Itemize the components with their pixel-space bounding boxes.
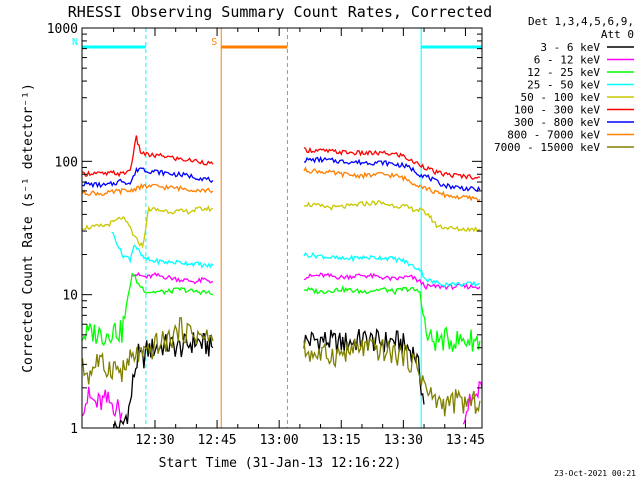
legend-header: Att 0 — [601, 28, 634, 41]
y-tick-label: 1000 — [47, 22, 78, 37]
legend-label: 3 - 6 keV — [540, 41, 600, 54]
legend-header: Det 1,3,4,5,6,9, — [528, 15, 634, 28]
y-tick-label: 100 — [55, 155, 78, 170]
x-tick-label: 13:30 — [384, 433, 423, 448]
legend-label: 100 - 300 keV — [514, 104, 600, 117]
series-line — [303, 166, 481, 203]
chart-title: RHESSI Observing Summary Count Rates, Co… — [68, 3, 492, 21]
x-tick-label: 13:00 — [260, 433, 299, 448]
y-tick-label: 1 — [70, 422, 78, 437]
legend-label: 25 - 50 keV — [527, 79, 600, 92]
legend-label: 6 - 12 keV — [534, 54, 601, 67]
series-line — [304, 155, 481, 193]
series-line — [462, 381, 483, 425]
legend-label: 300 - 800 keV — [514, 116, 600, 129]
series-line — [82, 166, 214, 189]
x-axis-label: Start Time (31-Jan-13 12:16:22) — [159, 456, 402, 471]
legend-label: 12 - 25 keV — [527, 66, 600, 79]
series-line — [81, 182, 214, 197]
x-tick-label: 13:45 — [446, 433, 485, 448]
plot-frame — [81, 27, 483, 429]
series-line — [81, 272, 214, 347]
series-line — [303, 336, 481, 417]
series-line — [82, 204, 213, 249]
flag-label: N — [72, 37, 78, 48]
flag-label: S — [211, 37, 217, 48]
legend-label: 7000 - 15000 keV — [494, 141, 600, 154]
series-line — [81, 317, 214, 385]
x-tick-label: 12:45 — [198, 433, 237, 448]
axes: 12:30 12:45 13:00 13:15 13:30 13:45 1 10 100 1000 — [47, 22, 485, 448]
series-line — [111, 231, 214, 269]
legend-label: 50 - 100 keV — [521, 91, 601, 104]
x-tick-label: 12:30 — [135, 433, 174, 448]
series-line — [303, 284, 481, 352]
series-line — [81, 386, 123, 420]
series-line — [303, 146, 480, 180]
series-lines — [81, 135, 483, 429]
legend-label: 800 - 7000 keV — [507, 129, 600, 142]
x-tick-label: 13:15 — [322, 433, 361, 448]
series-line — [132, 271, 213, 285]
y-axis-label: Corrected Count Rate (s⁻¹ detector⁻¹) — [21, 83, 36, 373]
series-line — [303, 200, 481, 233]
series-line — [303, 251, 481, 288]
y-tick-label: 10 — [62, 289, 78, 304]
series-line — [82, 135, 214, 178]
footer-timestamp: 23-Oct-2021 00:21 — [554, 469, 636, 478]
